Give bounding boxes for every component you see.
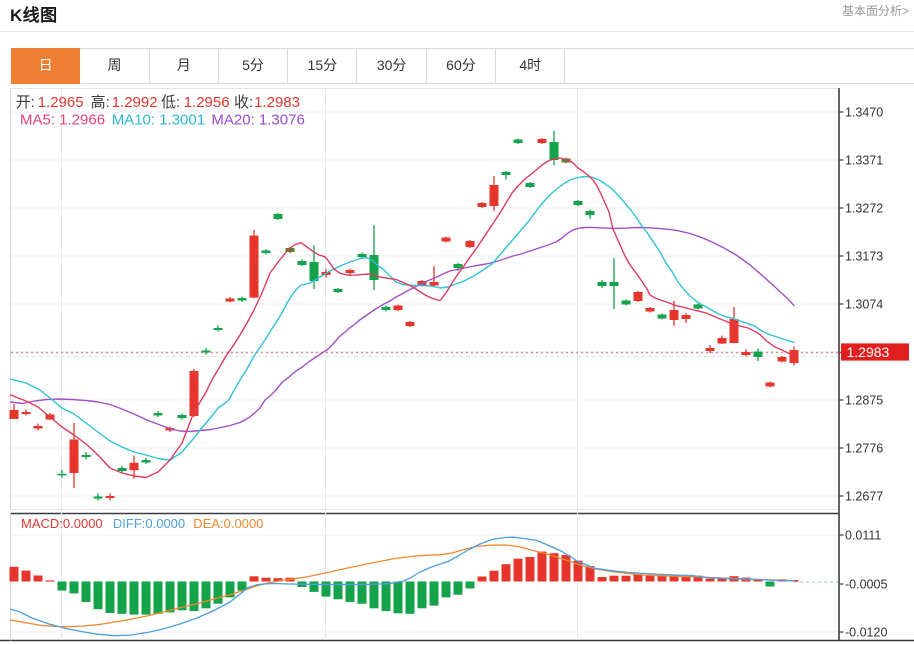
svg-text:DIFF:0.0000: DIFF:0.0000	[113, 516, 185, 531]
svg-text:DEA:0.0000: DEA:0.0000	[193, 516, 263, 531]
svg-text:1.3371: 1.3371	[845, 154, 883, 168]
svg-text:1.2956: 1.2956	[184, 94, 230, 111]
svg-text:0.0111: 0.0111	[845, 529, 881, 543]
svg-text:MACD:0.0000: MACD:0.0000	[21, 516, 103, 531]
svg-text:低:: 低:	[161, 94, 180, 111]
svg-text:1.2776: 1.2776	[845, 442, 883, 456]
svg-text:1.2965: 1.2965	[38, 94, 84, 111]
svg-text:1.3272: 1.3272	[845, 202, 883, 216]
svg-text:1.3074: 1.3074	[845, 298, 883, 312]
svg-text:MA20: 1.3076: MA20: 1.3076	[211, 112, 304, 129]
svg-text:1.2983: 1.2983	[254, 94, 300, 111]
svg-text:MA5: 1.2966: MA5: 1.2966	[20, 112, 105, 129]
svg-text:1.2983: 1.2983	[847, 344, 890, 360]
svg-text:-0.0005: -0.0005	[845, 578, 887, 592]
svg-text:MA10: 1.3001: MA10: 1.3001	[112, 112, 205, 129]
svg-text:1.2992: 1.2992	[112, 94, 158, 111]
svg-text:1.3470: 1.3470	[845, 106, 883, 120]
svg-text:1.2875: 1.2875	[845, 394, 883, 408]
svg-text:收:: 收:	[234, 94, 253, 111]
svg-text:1.3173: 1.3173	[845, 250, 883, 264]
svg-text:高:: 高:	[91, 94, 110, 111]
svg-text:开:: 开:	[16, 94, 35, 111]
svg-text:1.2677: 1.2677	[845, 490, 883, 504]
svg-text:-0.0120: -0.0120	[845, 626, 887, 640]
